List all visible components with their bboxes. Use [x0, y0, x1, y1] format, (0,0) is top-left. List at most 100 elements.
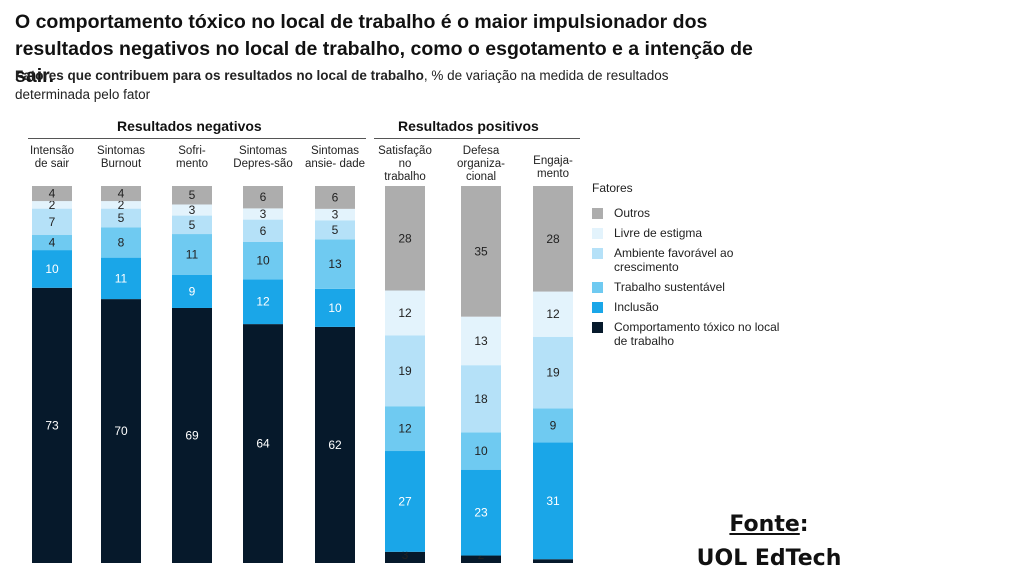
category-label: Engaja-mento: [533, 155, 573, 180]
subtitle-rest: , % de variação na medida de resultados …: [15, 68, 669, 102]
data-label: 6: [332, 190, 339, 204]
legend-swatch: [592, 322, 603, 333]
bar-segment: [461, 469, 501, 556]
legend-item: Inclusão: [592, 300, 792, 314]
category-label: Satisfação no trabalho: [378, 145, 432, 183]
bar-segment: [461, 365, 501, 433]
bar-segment: [243, 208, 283, 220]
legend-swatch: [592, 248, 603, 259]
bar-segment: [32, 201, 72, 209]
group-title-negative: Resultados negativos: [117, 118, 262, 134]
data-label: 5: [189, 188, 196, 202]
data-label: 4: [118, 187, 125, 201]
source-colon: :: [799, 512, 809, 537]
category-label: Sintomas ansie- dade: [305, 145, 365, 170]
bar-segment: [533, 559, 573, 563]
data-label: 28: [398, 231, 412, 245]
data-label: 10: [256, 254, 270, 268]
bar-segment: [32, 208, 72, 236]
category-label: Sintomas Burnout: [97, 145, 145, 170]
data-label: 35: [474, 244, 488, 258]
bar-segment: [461, 555, 501, 563]
data-label: 3: [189, 203, 196, 217]
bar-segment: [315, 239, 355, 289]
bar-segment: [385, 290, 425, 336]
group-divider-positive: [374, 138, 580, 139]
category-label: Intensão de sair: [30, 145, 74, 170]
data-label: 3: [260, 207, 267, 221]
bar-segment: [315, 208, 355, 221]
legend-swatch: [592, 228, 603, 239]
bar-segment: [385, 451, 425, 552]
bar-segment: [243, 186, 283, 209]
data-label: 13: [328, 257, 342, 271]
data-label: 4: [49, 236, 56, 250]
data-label: 8: [118, 236, 125, 250]
legend-swatch: [592, 208, 603, 219]
bar-segment: [533, 291, 573, 337]
bar-segment: [315, 288, 355, 327]
bar-segment: [243, 324, 283, 563]
bar-segment: [172, 204, 212, 216]
legend-label: Trabalho sustentável: [614, 280, 725, 294]
legend-label: Livre de estigma: [614, 226, 703, 240]
bar-segment: [101, 208, 141, 228]
data-label: 11: [115, 271, 128, 285]
chart-title: O comportamento tóxico no local de traba…: [15, 11, 753, 87]
data-label: 12: [398, 306, 412, 320]
data-label: 13: [474, 334, 488, 348]
data-label: 64: [256, 437, 270, 451]
bar-segment: [101, 186, 141, 202]
source-label: Fonte: [729, 512, 800, 537]
bar-segment: [101, 299, 141, 563]
bar-segment: [32, 287, 72, 563]
data-label: 10: [45, 262, 59, 276]
data-label: 3: [332, 208, 339, 222]
data-label: 19: [546, 366, 560, 380]
legend-label: Ambiente favorável ao crescimento: [614, 246, 734, 274]
category-label: Defesa organiza-cional: [457, 145, 505, 183]
legend-label: Comportamento tóxico no local de trabalh…: [614, 320, 780, 348]
data-label: 27: [398, 494, 412, 508]
category-label: Sintomas Depres-são: [233, 145, 292, 170]
chart-subtitle: Fatores que contribuem para os resultado…: [15, 66, 715, 104]
data-label: 12: [398, 422, 412, 436]
category-label: Sofri-mento: [176, 145, 208, 170]
bar-segment: [385, 335, 425, 407]
data-label: 69: [185, 428, 199, 442]
bar-segment: [533, 408, 573, 443]
data-label: 4: [49, 187, 56, 201]
data-label: 70: [114, 424, 128, 438]
bar-segment: [461, 186, 501, 317]
data-label: 23: [474, 506, 488, 520]
bar-segment: [533, 336, 573, 409]
legend-item: Ambiente favorável ao crescimento: [592, 246, 792, 274]
bar-segment: [385, 186, 425, 291]
data-label: 62: [328, 438, 342, 452]
data-label: 10: [474, 444, 488, 458]
data-label: 5: [118, 211, 125, 225]
data-label: 28: [546, 232, 560, 246]
data-label: 5: [189, 218, 196, 232]
bar-segment: [315, 326, 355, 563]
data-label: 12: [546, 307, 560, 321]
bar-segment: [101, 227, 141, 258]
bar-segment: [315, 186, 355, 209]
data-label: 9: [550, 418, 557, 432]
legend-label: Inclusão: [614, 300, 659, 314]
data-label: 6: [260, 224, 267, 238]
bar-segment: [385, 551, 425, 563]
bar-segment: [32, 250, 72, 288]
bar-segment: [533, 186, 573, 292]
group-title-positive: Resultados positivos: [398, 118, 539, 134]
data-label: 5: [332, 223, 339, 237]
data-label: 18: [474, 392, 488, 406]
legend-title: Fatores: [592, 181, 633, 195]
bar-segment: [461, 432, 501, 470]
data-label: 7: [49, 215, 56, 229]
bar-segment: [315, 220, 355, 240]
data-label: 2: [49, 198, 56, 212]
data-label: 2: [118, 198, 125, 212]
bar-segment: [243, 279, 283, 325]
